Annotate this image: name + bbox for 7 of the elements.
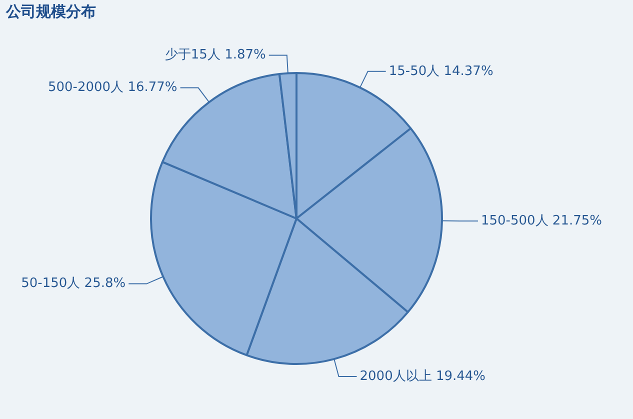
slice-label: 15-50人 14.37% [388, 64, 494, 79]
chart-title: 公司规模分布 [5, 2, 96, 20]
slice-label: 少于15人 1.87% [164, 48, 266, 63]
slice-label: 500-2000人 16.77% [48, 80, 178, 96]
slice-label: 150-500人 21.75% [480, 213, 602, 228]
slice-label: 2000人以上 19.44% [360, 368, 486, 384]
slice-label: 50-150人 25.8% [21, 276, 126, 292]
